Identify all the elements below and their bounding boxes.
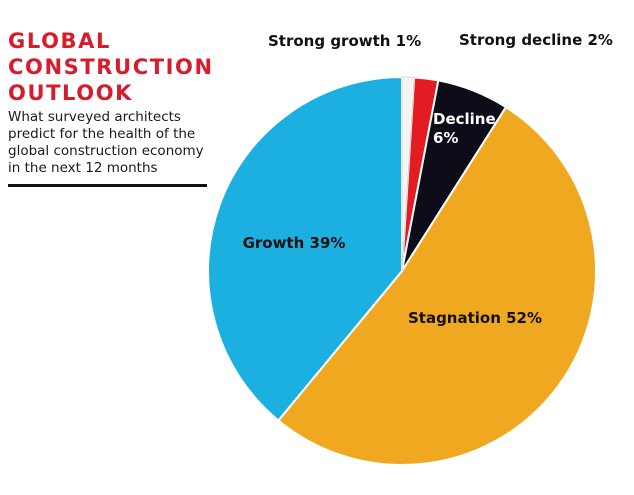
- pie-slice-growth: [207, 76, 403, 422]
- title-line-3: OUTLOOK: [8, 81, 134, 105]
- title-line-1: GLOBAL: [8, 29, 111, 53]
- chart-subtitle: What surveyed architects predict for the…: [8, 109, 204, 176]
- title-divider: [8, 184, 207, 187]
- pie-slices: [207, 75, 597, 466]
- pie-labels: Strong growth 1% Strong decline 2% Decline…: [243, 31, 613, 327]
- chart-title: GLOBAL CONSTRUCTION OUTLOOK: [8, 28, 218, 106]
- title-line-2: CONSTRUCTION: [8, 55, 214, 79]
- pie-label-growth: Growth 39%: [243, 234, 346, 252]
- pie-slice-stagnation: [277, 106, 597, 466]
- pie-label-strong-growth: Strong growth 1%: [268, 32, 421, 50]
- pie-slice-strong-growth-outline: [401, 76, 415, 272]
- pie-label-decline-line-2: 6%: [433, 129, 458, 147]
- pie-label-decline-line-1: Decline: [433, 110, 496, 128]
- pie-label-strong-decline: Strong decline 2%: [459, 31, 613, 49]
- pie-label-stagnation: Stagnation 52%: [408, 309, 542, 327]
